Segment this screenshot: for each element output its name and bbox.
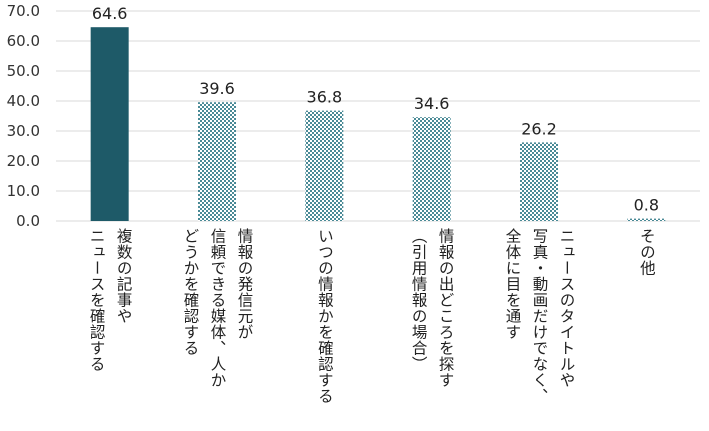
category-label: 情報の出どころを探す （引用情報の場合） xyxy=(409,228,455,388)
y-tick-label: 30.0 xyxy=(7,122,40,140)
y-tick-label: 50.0 xyxy=(7,62,40,80)
gridlines xyxy=(56,10,700,222)
bar xyxy=(305,110,344,221)
bar xyxy=(520,142,558,221)
bar xyxy=(90,27,129,222)
category-label: 情報の発信元が 信頼できる媒体、人か どうかを確認する xyxy=(181,228,254,388)
category-label: いつの情報かを確認する xyxy=(315,228,334,404)
y-tick-label: 60.0 xyxy=(7,32,40,50)
y-axis-tick-labels: 0.0 10.0 20.0 30.0 40.0 50.0 60.0 70.0 xyxy=(7,2,40,230)
data-label: 36.8 xyxy=(307,88,343,107)
data-label: 39.6 xyxy=(199,79,235,98)
y-tick-label: 70.0 xyxy=(7,2,40,20)
data-label: 64.6 xyxy=(92,4,128,23)
data-label: 26.2 xyxy=(521,119,557,138)
category-label: その他 xyxy=(637,228,656,276)
y-tick-label: 10.0 xyxy=(7,182,40,200)
data-labels: 64.6 39.6 36.8 34.6 26.2 0.8 xyxy=(92,4,659,214)
y-tick-label: 20.0 xyxy=(7,152,40,170)
category-label: 複数の記事や ニュースを確認する xyxy=(87,228,133,372)
bars xyxy=(90,27,666,222)
data-label: 34.6 xyxy=(414,94,450,113)
data-label: 0.8 xyxy=(634,196,659,215)
bar xyxy=(198,102,236,221)
bar xyxy=(627,218,666,221)
y-tick-label: 40.0 xyxy=(7,92,40,110)
bar xyxy=(412,117,451,221)
y-tick-label: 0.0 xyxy=(16,212,40,230)
category-label: ニュースのタイトルや 写真・動画だけでなく、 全体に目を通す xyxy=(503,228,576,404)
